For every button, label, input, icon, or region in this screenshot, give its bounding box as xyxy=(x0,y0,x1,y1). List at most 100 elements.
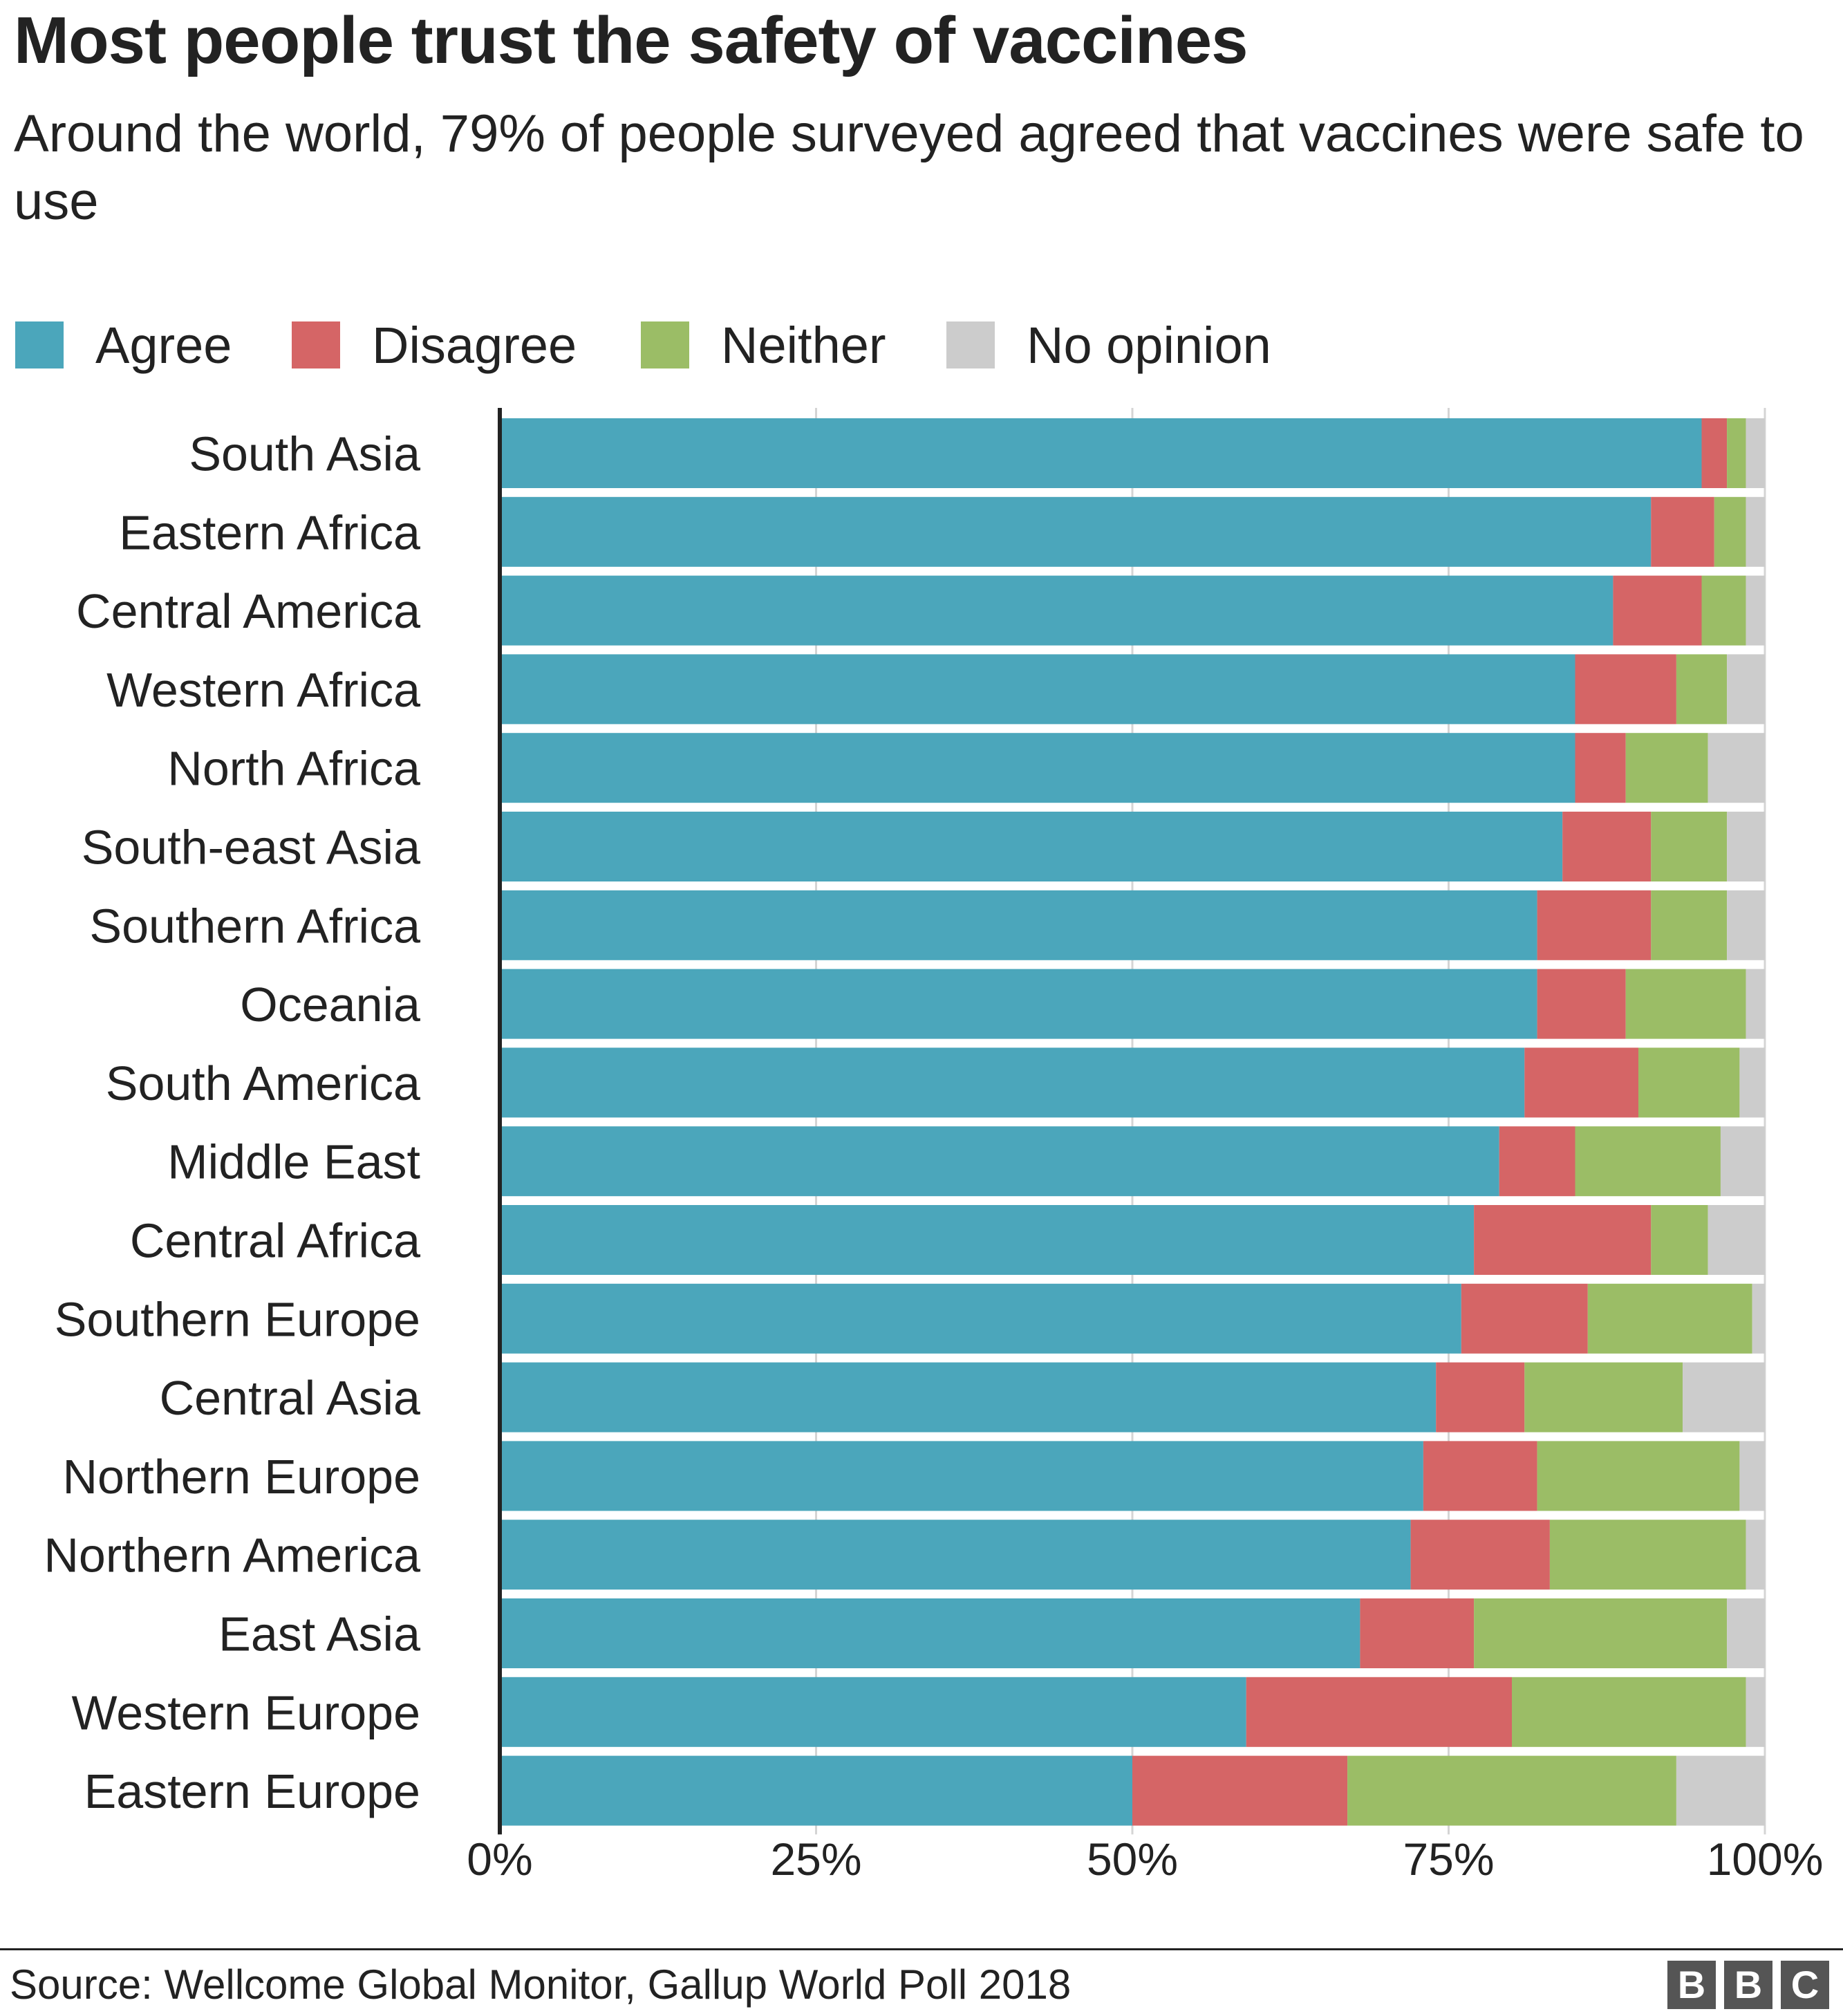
bbc-logo: B B C xyxy=(1667,1961,1829,2009)
x-tick-label: 0% xyxy=(467,1833,532,1885)
chart-title: Most people trust the safety of vaccines xyxy=(14,3,1248,77)
category-label: Eastern Africa xyxy=(119,505,420,559)
bar-segment-neither xyxy=(1638,1047,1740,1118)
bbc-logo-letter: C xyxy=(1781,1961,1829,2009)
legend-label-no-opinion: No opinion xyxy=(1027,317,1271,374)
bar-segment-no-opinion xyxy=(1746,1677,1765,1747)
bar-segment-neither xyxy=(1474,1598,1728,1668)
x-tick-label: 100% xyxy=(1707,1833,1824,1885)
bar-segment-no-opinion xyxy=(1720,1126,1765,1197)
bar-segment-neither xyxy=(1537,1441,1740,1511)
x-tick-label: 75% xyxy=(1403,1833,1494,1885)
bar-segment-disagree xyxy=(1575,654,1676,725)
source-divider xyxy=(0,1948,1843,1950)
bar-segment-disagree xyxy=(1360,1598,1475,1668)
bar-segment-disagree xyxy=(1461,1283,1588,1354)
x-tick-label: 50% xyxy=(1087,1833,1178,1885)
category-label: Middle East xyxy=(167,1135,420,1189)
category-label: Southern Africa xyxy=(89,899,420,953)
legend-label-agree: Agree xyxy=(95,317,232,374)
category-label: South-east Asia xyxy=(82,821,420,875)
bar-segment-agree xyxy=(500,812,1563,881)
bar-segment-agree xyxy=(500,1047,1525,1118)
bar-segment-agree xyxy=(500,1362,1437,1432)
bar-segment-disagree xyxy=(1524,1047,1638,1118)
bar-segment-neither xyxy=(1575,1126,1721,1197)
bar-segment-agree xyxy=(500,1283,1461,1354)
bar-segment-neither xyxy=(1651,812,1728,881)
bar-segment-disagree xyxy=(1651,496,1714,567)
bar-segment-neither xyxy=(1347,1755,1676,1826)
bar-segment-disagree xyxy=(1537,890,1652,960)
bar-segment-disagree xyxy=(1613,575,1702,646)
bar-segment-disagree xyxy=(1562,812,1652,881)
bar-segment-neither xyxy=(1587,1283,1752,1354)
bar-segment-no-opinion xyxy=(1727,890,1765,960)
category-label: Central Africa xyxy=(130,1214,420,1268)
legend-swatch-agree xyxy=(15,321,64,368)
bar-segment-agree xyxy=(500,1441,1423,1511)
bbc-logo-letter: B xyxy=(1724,1961,1772,2009)
bar-segment-neither xyxy=(1714,496,1746,567)
bar-segment-agree xyxy=(500,575,1613,646)
category-label: Western Europe xyxy=(71,1686,420,1739)
legend-label-disagree: Disagree xyxy=(372,317,577,374)
legend-swatch-disagree xyxy=(292,321,340,368)
bar-segment-disagree xyxy=(1537,969,1626,1039)
stacked-bar-chart: South Asia Eastern Africa Central America W… xyxy=(44,408,1824,1885)
bar-segment-disagree xyxy=(1499,1126,1575,1197)
category-label: East Asia xyxy=(218,1607,420,1661)
bar-segment-no-opinion xyxy=(1746,575,1765,646)
bar-segment-no-opinion xyxy=(1708,1205,1765,1275)
bar-segment-no-opinion xyxy=(1746,1520,1765,1590)
bar-segment-neither xyxy=(1524,1362,1683,1432)
legend-swatch-neither xyxy=(641,321,689,368)
chart-subtitle: Around the world, 79% of people surveyed… xyxy=(14,104,1804,231)
bar-segment-neither xyxy=(1625,969,1746,1039)
bar-segment-disagree xyxy=(1423,1441,1537,1511)
bar-segment-neither xyxy=(1512,1677,1746,1747)
bar-segment-agree xyxy=(500,969,1537,1039)
category-label: Northern America xyxy=(44,1529,420,1583)
bar-segment-neither xyxy=(1625,733,1708,803)
bar-segment-neither xyxy=(1549,1520,1746,1590)
bar-segment-agree xyxy=(500,1126,1499,1197)
bar-segment-no-opinion xyxy=(1752,1283,1765,1354)
bar-segment-disagree xyxy=(1132,1755,1348,1826)
category-label: Northern Europe xyxy=(62,1450,420,1504)
category-label: South America xyxy=(106,1056,420,1110)
category-label: Eastern Europe xyxy=(84,1764,420,1818)
bar-segment-no-opinion xyxy=(1727,1598,1765,1668)
bar-segment-agree xyxy=(500,1677,1246,1747)
category-label: South Asia xyxy=(189,427,420,481)
bar-segment-disagree xyxy=(1575,733,1626,803)
bar-segment-no-opinion xyxy=(1727,654,1765,725)
category-label: Oceania xyxy=(240,978,420,1032)
bar-segment-agree xyxy=(500,1598,1360,1668)
bbc-logo-letter: B xyxy=(1667,1961,1716,2009)
bar-segment-agree xyxy=(500,654,1575,725)
bar-segment-agree xyxy=(500,733,1575,803)
bar-segment-agree xyxy=(500,1205,1475,1275)
bar-segment-no-opinion xyxy=(1746,969,1765,1039)
source-note: Source: Wellcome Global Monitor, Gallup … xyxy=(10,1961,1072,2008)
bar-segment-no-opinion xyxy=(1708,733,1765,803)
bar-segment-no-opinion xyxy=(1739,1047,1765,1118)
category-label: Central Asia xyxy=(160,1371,420,1425)
bar-segment-agree xyxy=(500,1520,1411,1590)
legend-swatch-no-opinion xyxy=(946,321,995,368)
bar-segment-agree xyxy=(500,496,1652,567)
bar-segment-neither xyxy=(1727,418,1746,488)
bar-segment-neither xyxy=(1676,654,1728,725)
bar-segment-disagree xyxy=(1246,1677,1512,1747)
bar-segment-agree xyxy=(500,1755,1132,1826)
legend-label-neither: Neither xyxy=(721,317,886,374)
x-tick-label: 25% xyxy=(770,1833,861,1885)
bar-segment-no-opinion xyxy=(1676,1755,1765,1826)
bar-segment-disagree xyxy=(1701,418,1728,488)
bar-segment-disagree xyxy=(1410,1520,1550,1590)
bar-segment-no-opinion xyxy=(1683,1362,1765,1432)
bar-segment-no-opinion xyxy=(1746,496,1765,567)
bar-segment-no-opinion xyxy=(1739,1441,1765,1511)
bar-segment-no-opinion xyxy=(1727,812,1765,881)
